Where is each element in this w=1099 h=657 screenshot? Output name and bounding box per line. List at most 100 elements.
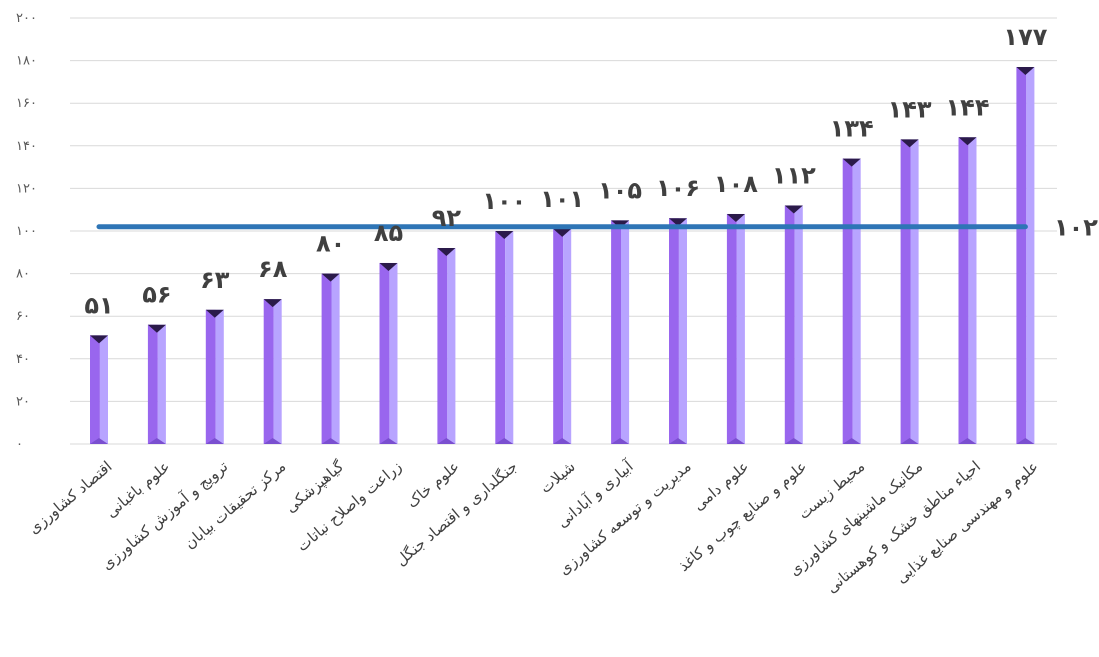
y-tick-label: ۰ xyxy=(16,437,23,452)
bar-front-face xyxy=(958,137,969,444)
bar xyxy=(379,262,398,444)
bar xyxy=(611,220,630,444)
bar-top-bevel xyxy=(1016,66,1035,75)
bar-base-bevel xyxy=(611,438,630,444)
data-label: ۶۳ xyxy=(200,266,230,294)
bar-side-face xyxy=(99,335,108,444)
bar xyxy=(669,218,687,444)
bar-side-face xyxy=(794,205,803,444)
x-tick-label: زراعت واصلاح نباتات xyxy=(293,457,405,555)
bar-base-bevel xyxy=(958,438,977,444)
bar-side-face xyxy=(1026,66,1035,445)
bar-base-bevel xyxy=(842,438,861,444)
bar xyxy=(553,228,572,444)
bar-front-face xyxy=(726,213,737,444)
bar-top-bevel xyxy=(263,299,282,308)
bar-top-bevel xyxy=(553,228,572,237)
y-tick-label: ۲۰۰ xyxy=(16,11,37,26)
bar xyxy=(321,273,340,444)
bar-front-face xyxy=(90,335,100,444)
bar-top-bevel xyxy=(437,248,456,257)
data-label: ۸۰ xyxy=(316,230,345,258)
y-tick-label: ۱۲۰ xyxy=(16,181,37,196)
bar-front-face xyxy=(842,158,853,444)
bar-base-bevel xyxy=(263,438,282,444)
bar-side-face xyxy=(215,309,224,444)
bar-front-face xyxy=(1016,66,1027,445)
y-tick-label: ۱۴۰ xyxy=(16,139,37,154)
bar xyxy=(958,137,977,444)
bar-front-face xyxy=(669,218,679,444)
bar xyxy=(263,299,282,444)
average-label: ۱۰۲ xyxy=(1054,214,1098,242)
bars xyxy=(90,66,1035,445)
data-label: ۸۵ xyxy=(374,219,403,247)
data-label: ۶۸ xyxy=(258,255,288,283)
data-label: ۵۱ xyxy=(84,291,113,319)
bar-front-face xyxy=(379,262,390,444)
bar-front-face xyxy=(784,205,795,444)
bar-side-face xyxy=(968,137,977,444)
bar-base-bevel xyxy=(669,438,687,444)
bar-top-bevel xyxy=(958,137,977,146)
y-tick-label: ۲۰ xyxy=(16,394,30,409)
bar-base-bevel xyxy=(784,438,803,444)
bar xyxy=(205,309,224,444)
bar-front-face xyxy=(437,248,448,444)
bar-base-bevel xyxy=(205,438,224,444)
y-tick-label: ۴۰ xyxy=(16,352,30,367)
y-tick-label: ۸۰ xyxy=(16,267,30,282)
bar-top-bevel xyxy=(495,231,514,239)
bar xyxy=(495,231,514,444)
data-label: ۱۰۶ xyxy=(656,174,700,202)
bar-base-bevel xyxy=(726,438,745,444)
bar-side-face xyxy=(447,248,456,444)
bar-base-bevel xyxy=(553,438,572,444)
bar-front-face xyxy=(147,324,158,444)
x-tick-label: شیلات xyxy=(536,457,578,497)
bar-side-face xyxy=(678,218,687,444)
data-label: ۱۴۴ xyxy=(946,93,990,121)
data-label: ۱۳۴ xyxy=(830,115,874,143)
bar xyxy=(147,324,166,444)
bar xyxy=(726,213,745,444)
bar-base-bevel xyxy=(90,438,108,444)
x-tick-label: مرکز تحقیقات بیابان xyxy=(181,457,290,552)
bar-top-bevel xyxy=(726,213,745,222)
y-axis-ticks: ۰ ۲۰ ۴۰ ۶۰ ۸۰ ۱۰۰ ۱۲۰ ۱۴۰ ۱۶۰ ۱۸۰ ۲۰۰ xyxy=(16,11,37,452)
bar-base-bevel xyxy=(437,438,456,444)
bar xyxy=(900,139,919,444)
bar-side-face xyxy=(852,158,861,444)
bar-side-face xyxy=(910,139,919,444)
bar xyxy=(90,335,108,444)
data-label: ۱۱۲ xyxy=(772,161,816,189)
bar-base-bevel xyxy=(1016,438,1035,444)
bar-front-face xyxy=(553,228,564,444)
bar-top-bevel xyxy=(90,335,108,344)
bar-top-bevel xyxy=(784,205,803,214)
data-label: ۱۷۷ xyxy=(1003,23,1047,51)
data-label: ۹۲ xyxy=(432,204,462,232)
bar-side-face xyxy=(331,273,340,444)
data-label: ۱۰۰ xyxy=(482,187,526,215)
data-label: ۱۰۸ xyxy=(714,170,758,198)
bar-side-face xyxy=(157,324,166,444)
bar-side-face xyxy=(273,299,282,444)
bar-front-face xyxy=(205,309,216,444)
bar xyxy=(842,158,861,444)
bar-front-face xyxy=(495,231,506,444)
average-line-group: ۱۰۲ xyxy=(96,214,1098,242)
bar-front-face xyxy=(611,220,621,444)
bar-base-bevel xyxy=(495,438,514,444)
bar-top-bevel xyxy=(669,218,687,227)
bar xyxy=(1016,66,1035,445)
bar-front-face xyxy=(321,273,332,444)
bar-top-bevel xyxy=(321,273,340,282)
bar-side-face xyxy=(736,213,745,444)
x-tick-label: اقتصاد کشاورزی xyxy=(25,457,116,537)
bar-base-bevel xyxy=(379,438,398,444)
bar-base-bevel xyxy=(900,438,919,444)
bar-base-bevel xyxy=(321,438,340,444)
